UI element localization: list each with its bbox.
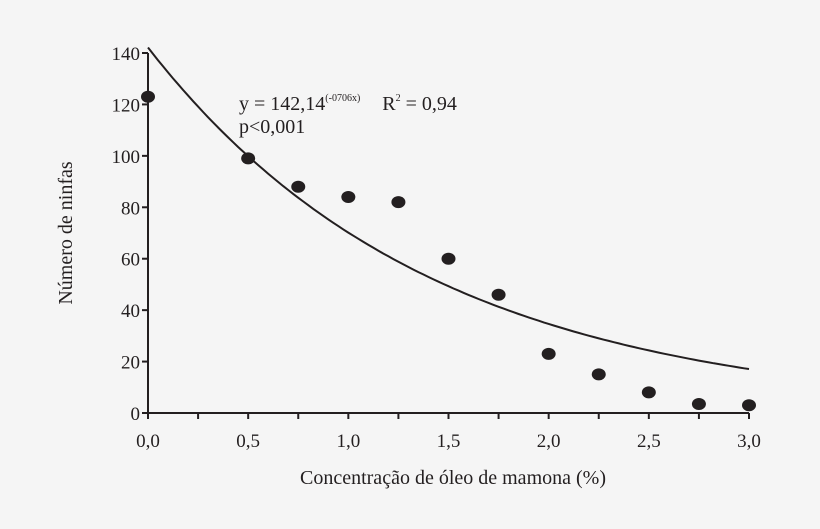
x-tick-label: 1,0 — [336, 431, 360, 452]
y-tick-label: 120 — [112, 95, 141, 116]
data-point — [341, 191, 356, 203]
data-point — [391, 196, 406, 209]
x-tick-labels: 0,0 0,5 1,0 1,5 2,0 2,5 3,0 — [136, 431, 761, 452]
data-point — [441, 252, 456, 265]
x-tick-label: 2,5 — [637, 431, 661, 452]
data-point — [291, 180, 306, 193]
p-value-annotation: p<0,001 — [239, 116, 305, 138]
y-tick-label: 0 — [131, 404, 141, 425]
data-points — [141, 90, 756, 412]
data-point — [491, 288, 506, 301]
y-tick-label: 140 — [112, 44, 141, 65]
data-point — [691, 398, 706, 410]
data-point — [641, 386, 656, 399]
y-tick-labels: 0 20 40 60 80 100 120 140 — [112, 44, 141, 425]
y-tick-label: 20 — [121, 353, 140, 374]
data-point — [541, 347, 556, 360]
y-tick-label: 100 — [112, 147, 141, 168]
x-tick-label: 1,5 — [437, 431, 461, 452]
x-tick-label: 3,0 — [737, 431, 761, 452]
y-tick-label: 40 — [121, 301, 140, 322]
axes — [142, 52, 750, 419]
y-tick-label: 60 — [121, 250, 140, 271]
x-tick-label: 0,0 — [136, 431, 160, 452]
data-point — [591, 368, 606, 381]
y-tick-label: 80 — [121, 198, 140, 219]
data-point — [141, 90, 155, 103]
x-tick-label: 0,5 — [236, 431, 260, 452]
y-axis-title: Número de ninfas — [55, 161, 77, 305]
data-point — [742, 399, 756, 412]
x-axis-title: Concentração de óleo de mamona (%) — [300, 467, 606, 489]
data-point — [241, 152, 256, 165]
x-tick-label: 2,0 — [537, 431, 561, 452]
equation-annotation: y = 142,14(-0706x) R2 = 0,94 — [239, 93, 457, 115]
